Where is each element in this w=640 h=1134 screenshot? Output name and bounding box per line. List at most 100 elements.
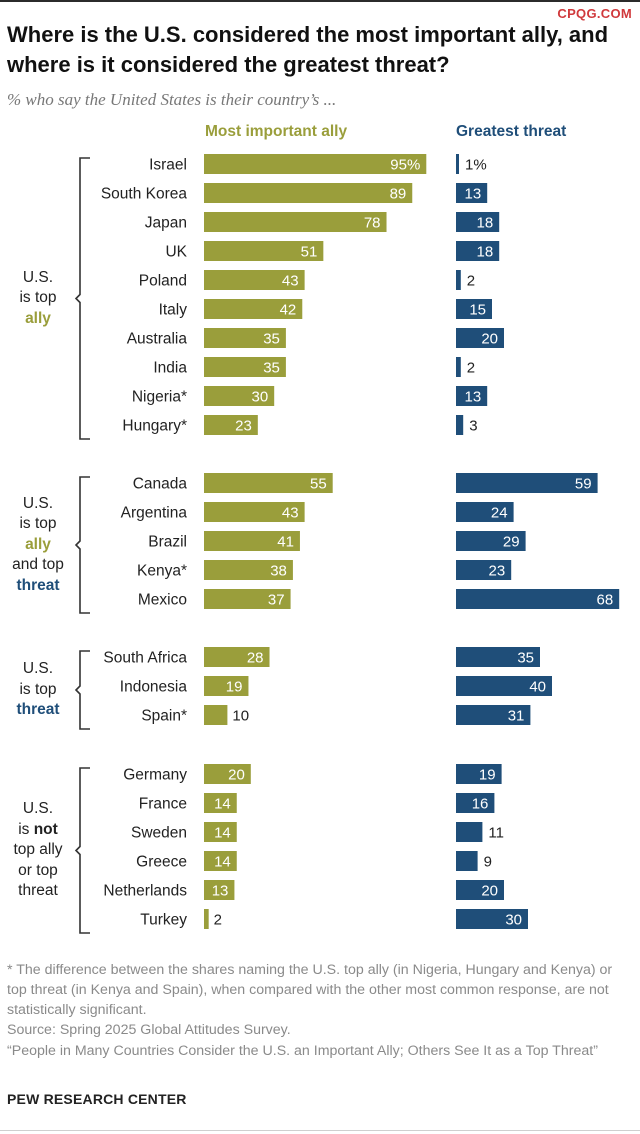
threat-value-india: 2 <box>467 360 475 377</box>
group-label-text: U.S. <box>22 268 54 286</box>
country-label-poland: Poland <box>139 273 187 290</box>
threat-bar-kenya <box>456 560 512 580</box>
ally-value-spain: 10 <box>232 708 249 725</box>
threat-bar-turkey <box>456 909 528 929</box>
threat-value-japan: 18 <box>477 215 494 232</box>
country-label-mexico: Mexico <box>138 592 187 609</box>
group-label-text: is <box>18 820 34 838</box>
group-label-1: U.S. is top ally <box>3 268 73 330</box>
group-bracket-3 <box>74 650 90 730</box>
ally-bar-spain <box>204 705 228 725</box>
group-label-2: U.S. is top ally and top threat <box>3 494 73 597</box>
group-label-line: ally <box>3 309 73 330</box>
country-label-australia: Australia <box>127 331 188 348</box>
ally-bar-india <box>204 357 286 377</box>
group-label-text: not <box>33 820 58 838</box>
threat-value-italy: 15 <box>469 302 486 319</box>
group-label-text: threat <box>16 576 60 594</box>
group-label-line: threat <box>3 881 73 902</box>
group-label-text: U.S. <box>22 494 54 512</box>
ally-value-israel: 95% <box>390 157 420 174</box>
ally-bar-canada <box>204 473 333 493</box>
ally-bar-france <box>204 793 237 813</box>
group-label-text: is top <box>19 515 57 533</box>
threat-value-nigeria: 13 <box>465 389 482 406</box>
threat-bar-japan <box>456 212 500 232</box>
group-bracket-2 <box>74 476 90 614</box>
country-label-nigeria: Nigeria* <box>132 389 187 406</box>
group-label-line: ally <box>3 535 73 556</box>
threat-bar-argentina <box>456 502 514 522</box>
ally-bar-netherlands <box>204 880 235 900</box>
country-label-uk: UK <box>165 244 187 261</box>
threat-bar-canada <box>456 473 598 493</box>
threat-bar-hungary <box>456 415 464 435</box>
chart-title: Where is the U.S. considered the most im… <box>7 22 609 77</box>
report-title: “People in Many Countries Consider the U… <box>7 1043 598 1059</box>
group-label-line: threat <box>3 576 73 597</box>
group-label-3: U.S. is top threat <box>3 659 73 721</box>
group-label-line: is top <box>3 514 73 535</box>
group-label-line: is top <box>3 288 73 309</box>
ally-value-netherlands: 13 <box>212 883 229 900</box>
group-bracket-4 <box>74 767 90 934</box>
group-label-text: threat <box>18 882 58 900</box>
ally-bar-australia <box>204 328 286 348</box>
threat-value-israel: 1% <box>465 157 487 174</box>
threat-value-argentina: 24 <box>491 505 508 522</box>
ally-value-india: 35 <box>263 360 280 377</box>
country-label-italy: Italy <box>159 302 188 319</box>
threat-bar-nigeria <box>456 386 488 406</box>
group-label-text: U.S. <box>22 660 54 678</box>
group-label-line: threat <box>3 700 73 721</box>
country-label-canada: Canada <box>133 476 188 493</box>
ally-bar-nigeria <box>204 386 275 406</box>
threat-value-uk: 18 <box>477 244 494 261</box>
bar-chart: Israel 95% 1% South Korea 89 13 Japan 78 18 UK 51 1… <box>74 154 620 934</box>
country-label-india: India <box>153 360 187 377</box>
organization-name: PEW RESEARCH CENTER <box>7 1091 187 1107</box>
bottom-rule <box>0 1130 640 1131</box>
country-label-israel: Israel <box>149 157 187 174</box>
country-label-spain: Spain* <box>141 708 187 725</box>
ally-bar-japan <box>204 212 387 232</box>
ally-bar-hungary <box>204 415 258 435</box>
country-label-japan: Japan <box>145 215 187 232</box>
group-label-line: U.S. <box>3 799 73 820</box>
ally-value-kenya: 38 <box>270 563 287 580</box>
ally-bar-south-africa <box>204 647 270 667</box>
chart-subtitle: % who say the United States is their cou… <box>7 90 337 109</box>
country-label-netherlands: Netherlands <box>103 883 187 900</box>
ally-value-greece: 14 <box>214 854 231 871</box>
country-label-turkey: Turkey <box>140 912 187 929</box>
group-label-text: top ally <box>13 841 63 859</box>
group-label-line: U.S. <box>3 268 73 289</box>
threat-bar-indonesia <box>456 676 552 696</box>
ally-value-argentina: 43 <box>282 505 299 522</box>
country-label-indonesia: Indonesia <box>120 679 188 696</box>
ally-value-australia: 35 <box>263 331 280 348</box>
country-label-kenya: Kenya* <box>137 563 187 580</box>
threat-value-canada: 59 <box>575 476 592 493</box>
group-label-text: ally <box>25 535 51 553</box>
ally-value-sweden: 14 <box>214 825 231 842</box>
threat-bar-south-africa <box>456 647 540 667</box>
country-label-sweden: Sweden <box>131 825 187 842</box>
threat-value-kenya: 23 <box>489 563 506 580</box>
group-label-text: or top <box>18 861 58 879</box>
country-label-south-africa: South Africa <box>103 650 187 667</box>
threat-bar-poland <box>456 270 461 290</box>
ally-value-germany: 20 <box>228 767 245 784</box>
threat-bar-greece <box>456 851 478 871</box>
country-label-france: France <box>139 796 187 813</box>
column-header-threat: Greatest threat <box>456 123 567 140</box>
footnote: * The difference between the shares nami… <box>7 962 613 1018</box>
ally-value-france: 14 <box>214 796 231 813</box>
country-label-germany: Germany <box>123 767 187 784</box>
ally-bar-mexico <box>204 589 291 609</box>
group-label-line: is not <box>3 820 73 841</box>
country-label-south-korea: South Korea <box>101 186 188 203</box>
ally-value-hungary: 23 <box>235 418 252 435</box>
column-header-ally: Most important ally <box>205 123 348 140</box>
threat-value-south-korea: 13 <box>465 186 482 203</box>
